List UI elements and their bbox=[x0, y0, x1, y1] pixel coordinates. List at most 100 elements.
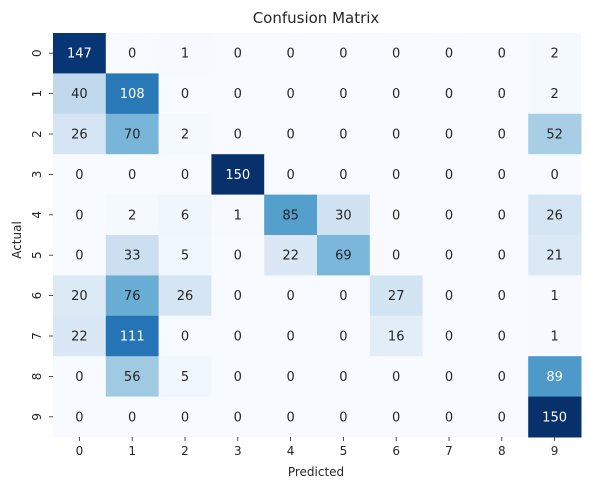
cell-value-label: 0 bbox=[286, 128, 294, 143]
heatmap-cell bbox=[369, 396, 424, 438]
heatmap-cell bbox=[105, 33, 160, 74]
cell-value-label: 0 bbox=[234, 47, 242, 62]
cell-value-label: 0 bbox=[498, 410, 506, 425]
cell-value-label: 0 bbox=[498, 370, 506, 385]
cell-value-label: 56 bbox=[124, 370, 141, 385]
heatmap-cell bbox=[158, 33, 212, 74]
x-tick-label: 9 bbox=[551, 444, 559, 458]
cell-value-label: 0 bbox=[286, 330, 294, 345]
cell-value-label: 26 bbox=[71, 128, 88, 143]
cell-value-label: 0 bbox=[75, 370, 83, 385]
heatmap-cell bbox=[53, 113, 107, 155]
cell-value-label: 0 bbox=[445, 370, 453, 385]
cell-value-label: 0 bbox=[498, 128, 506, 143]
heatmap-cell bbox=[105, 235, 160, 276]
x-tick-label: 5 bbox=[340, 444, 348, 458]
y-tick-label: 5 bbox=[30, 251, 44, 259]
x-tick-label: 1 bbox=[128, 444, 136, 458]
cell-value-label: 0 bbox=[286, 410, 294, 425]
cell-value-label: 2 bbox=[181, 128, 189, 143]
heatmap-cell bbox=[369, 154, 424, 196]
heatmap-cell bbox=[264, 154, 318, 196]
cell-value-label: 21 bbox=[546, 249, 563, 264]
cell-value-label: 2 bbox=[550, 47, 558, 62]
cell-value-label: 0 bbox=[339, 370, 347, 385]
heatmap-cell bbox=[528, 154, 582, 196]
heatmap-cell bbox=[211, 356, 265, 398]
cell-value-label: 0 bbox=[498, 168, 506, 183]
heatmap-cell bbox=[264, 396, 318, 438]
heatmap-cell bbox=[475, 194, 529, 236]
cell-value-label: 0 bbox=[498, 249, 506, 264]
cell-value-label: 0 bbox=[286, 47, 294, 62]
cell-value-label: 0 bbox=[392, 168, 400, 183]
heatmap-cell bbox=[158, 194, 212, 236]
cell-value-label: 0 bbox=[392, 370, 400, 385]
cell-value-label: 0 bbox=[392, 128, 400, 143]
heatmap-cell bbox=[264, 356, 318, 398]
cell-value-label: 0 bbox=[445, 249, 453, 264]
cell-value-label: 0 bbox=[445, 87, 453, 102]
cell-value-label: 0 bbox=[286, 289, 294, 304]
heatmap-cell bbox=[211, 235, 265, 276]
heatmap-cell bbox=[105, 194, 160, 236]
cell-value-label: 0 bbox=[339, 168, 347, 183]
heatmap-cell bbox=[528, 356, 582, 398]
heatmap-cell bbox=[422, 154, 476, 196]
y-axis: 0 1 2 3 4 5 6 7 8 9 bbox=[30, 49, 53, 421]
heatmap-cell bbox=[422, 315, 476, 357]
cell-value-label: 0 bbox=[498, 47, 506, 62]
heatmap-cell bbox=[475, 154, 529, 196]
cell-value-label: 0 bbox=[128, 410, 136, 425]
heatmap-cell bbox=[528, 113, 582, 155]
heatmap-cell bbox=[53, 194, 107, 236]
heatmap-cell bbox=[317, 33, 371, 74]
heatmap-cell bbox=[105, 396, 160, 438]
heatmap-cell bbox=[158, 113, 212, 155]
heatmap-cell bbox=[53, 73, 107, 115]
cell-value-label: 0 bbox=[75, 208, 83, 223]
cell-value-label: 52 bbox=[546, 128, 563, 143]
heatmap-cell bbox=[264, 73, 318, 115]
cell-value-label: 0 bbox=[234, 330, 242, 345]
heatmap-cell bbox=[422, 194, 476, 236]
heatmap-cell bbox=[53, 356, 107, 398]
cell-value-label: 70 bbox=[124, 128, 141, 143]
heatmap-cell bbox=[422, 356, 476, 398]
cell-value-label: 27 bbox=[388, 289, 405, 304]
heatmap-cell bbox=[53, 33, 107, 74]
heatmap-cell bbox=[158, 235, 212, 276]
heatmap-cell bbox=[317, 315, 371, 357]
heatmap-cell bbox=[475, 73, 529, 115]
heatmap-cell bbox=[53, 315, 107, 357]
heatmap-cell bbox=[317, 194, 371, 236]
heatmap-cell bbox=[369, 315, 424, 357]
heatmap-cell bbox=[53, 396, 107, 438]
x-axis: 0 1 2 3 4 5 6 7 8 9 bbox=[76, 437, 559, 458]
heatmap-cell bbox=[475, 356, 529, 398]
x-tick-label: 3 bbox=[234, 444, 242, 458]
cell-value-label: 0 bbox=[445, 47, 453, 62]
cell-value-label: 5 bbox=[181, 249, 189, 264]
heatmap-cell bbox=[475, 396, 529, 438]
x-tick-label: 8 bbox=[498, 444, 506, 458]
heatmap-cell bbox=[211, 275, 265, 317]
cell-value-label: 16 bbox=[388, 330, 405, 345]
cell-value-label: 1 bbox=[550, 289, 558, 304]
heatmap-cell bbox=[158, 73, 212, 115]
heatmap-cell bbox=[422, 33, 476, 74]
heatmap-cell bbox=[475, 315, 529, 357]
cell-value-label: 147 bbox=[67, 47, 92, 62]
cell-value-label: 0 bbox=[128, 168, 136, 183]
heatmap-cell bbox=[211, 154, 265, 196]
cell-value-label: 20 bbox=[71, 289, 88, 304]
x-axis-label: Predicted bbox=[288, 465, 344, 479]
heatmap-cell bbox=[211, 33, 265, 74]
cell-value-label: 0 bbox=[392, 47, 400, 62]
cell-value-label: 0 bbox=[498, 87, 506, 102]
heatmap-cell bbox=[475, 113, 529, 155]
heatmap-cell bbox=[158, 356, 212, 398]
heatmap-cell bbox=[422, 113, 476, 155]
cell-value-label: 0 bbox=[234, 289, 242, 304]
